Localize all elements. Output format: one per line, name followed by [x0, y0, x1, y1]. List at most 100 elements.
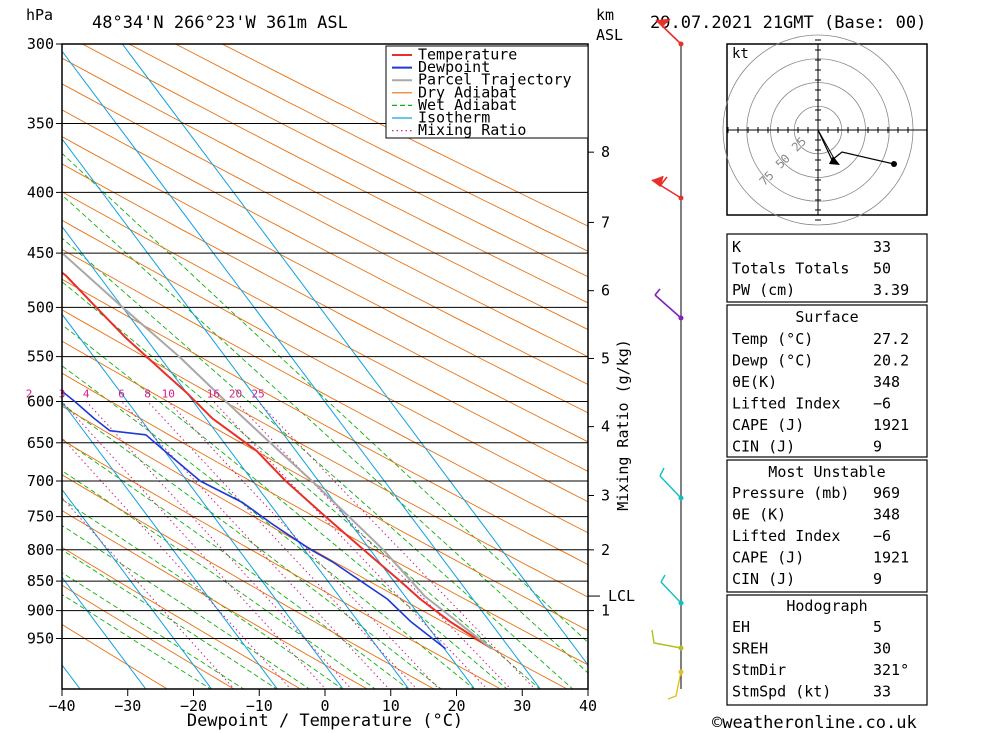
legend-label: Wet Adiabat — [418, 96, 517, 114]
table-row-label: CAPE (J) — [732, 549, 804, 567]
table-row-label: K — [732, 238, 741, 256]
table-row-label: Dewp (°C) — [732, 352, 813, 370]
legend-label: Isotherm — [418, 109, 490, 127]
temperature-tick-label: −40 — [48, 697, 75, 715]
wet-adiabat-line — [62, 237, 574, 689]
table-row-value: 321° — [873, 661, 909, 679]
plot-frame — [61, 43, 589, 690]
table-row-label: θE(K) — [732, 373, 777, 391]
table-row-label: θE (K) — [732, 506, 786, 524]
dry-adiabat-line — [62, 340, 588, 632]
credit-text: ©weatheronline.co.uk — [712, 713, 917, 733]
wet-adiabat-line — [62, 525, 311, 689]
x-axis-label: Dewpoint / Temperature (°C) — [187, 711, 463, 731]
mixing-ratio-lines — [62, 401, 536, 689]
wind-barb-400 — [651, 175, 684, 201]
mixing-ratio-line — [257, 401, 536, 689]
table-row-value: 9 — [873, 570, 882, 588]
table-title: Hodograph — [786, 597, 867, 615]
legend-label: Mixing Ratio — [418, 121, 526, 139]
wet-adiabats — [62, 152, 588, 689]
mixing-ratio-label: 25 — [251, 388, 264, 401]
temperature-tick-label: 30 — [513, 697, 531, 715]
pressure-tick-label: 450 — [27, 244, 54, 262]
hodograph-unit: kt — [732, 46, 749, 62]
wet-adiabat-line — [62, 365, 475, 689]
wind-barb-850 — [660, 574, 684, 606]
dry-adiabat-line — [62, 248, 588, 534]
table-row-label: EH — [732, 618, 750, 636]
temperature-tick-label: 10 — [382, 697, 400, 715]
dry-adiabat-line — [62, 309, 588, 598]
wet-adiabat-line — [62, 572, 245, 689]
mixing-ratio-label: 6 — [118, 388, 125, 401]
height-tick-label: 3 — [601, 487, 610, 505]
isotherms — [62, 44, 588, 689]
wind-barb-column — [651, 18, 684, 700]
table-row-value: −6 — [873, 527, 891, 545]
dry-adiabat-line — [62, 509, 369, 689]
temperature-tick-label: 20 — [447, 697, 465, 715]
pressure-tick-label: 600 — [27, 393, 54, 411]
table-row-label: CIN (J) — [732, 570, 795, 588]
legend-label: Parcel Trajectory — [418, 71, 572, 89]
mixing-ratio-line — [167, 401, 440, 689]
wet-adiabat-line — [62, 194, 588, 674]
pressure-tick-label: 500 — [27, 298, 54, 316]
dry-adiabat-line — [81, 44, 588, 304]
dry-adiabat-line — [62, 219, 588, 503]
table-row-label: Lifted Index — [732, 527, 840, 545]
table-title: Most Unstable — [768, 463, 885, 481]
dewpoint-line — [62, 390, 447, 650]
table-title: Surface — [795, 308, 858, 326]
dry-adiabat-line — [128, 44, 588, 278]
table-row-value: 3.39 — [873, 281, 909, 299]
table-row-value: 50 — [873, 260, 891, 278]
dry-adiabat-line — [62, 109, 588, 385]
dry-adiabat-line — [221, 44, 588, 227]
legend-label: Temperature — [418, 46, 517, 64]
isotherm-line — [62, 488, 213, 689]
dry-adiabats — [62, 44, 588, 689]
pressure-tick-label: 950 — [27, 630, 54, 648]
unstable-box — [726, 459, 928, 593]
mixing-ratio-axis-label: Mixing Ratio (g/kg) — [614, 339, 632, 511]
lcl-label: LCL — [608, 587, 635, 605]
temperature-tick-label: −30 — [114, 697, 141, 715]
pressure-tick-label: 550 — [27, 348, 54, 366]
wind-barb-surface — [667, 669, 684, 700]
table-row-label: StmSpd (kt) — [732, 683, 831, 701]
height-tick-label: 5 — [601, 349, 610, 367]
height-tick-label: 4 — [601, 418, 610, 436]
table-row-value: 33 — [873, 683, 891, 701]
wind-barb-700 — [659, 467, 684, 501]
table-row-label: Pressure (mb) — [732, 484, 849, 502]
wet-adiabat-line — [62, 152, 588, 644]
isotherm-line — [62, 576, 147, 689]
pressure-tick-label: 350 — [27, 115, 54, 133]
mixing-ratio-label: 8 — [144, 388, 151, 401]
mixing-ratio-label: 16 — [207, 388, 220, 401]
dry-adiabat-line — [62, 439, 502, 689]
table-row-value: 1921 — [873, 549, 909, 567]
mixing-ratio-line — [85, 401, 353, 689]
table-row-label: CAPE (J) — [732, 416, 804, 434]
mixing-ratio-line — [235, 401, 512, 689]
table-row-value: 30 — [873, 640, 891, 658]
storm-motion-arrow — [829, 156, 840, 165]
table-row-label: Totals Totals — [732, 260, 849, 278]
stability-tables: K 33 Totals Totals 50 PW (cm) 3.39 Surface Temp… — [726, 233, 928, 706]
pressure-tick-label: 900 — [27, 602, 54, 620]
mixing-ratio-label: 20 — [229, 388, 242, 401]
pressure-tick-label: 700 — [27, 472, 54, 490]
table-row-value: 33 — [873, 238, 891, 256]
location-title: 48°34'N 266°23'W 361m ASL — [92, 13, 348, 33]
isotherm-line — [62, 138, 476, 689]
temperature-tick-label: 40 — [579, 697, 597, 715]
datetime-title: 29.07.2021 21GMT (Base: 00) — [650, 13, 926, 33]
table-row-value: 20.2 — [873, 352, 909, 370]
dry-adiabat-line — [62, 405, 569, 689]
height-tick-label: 2 — [601, 541, 610, 559]
table-row-label: StmDir — [732, 661, 786, 679]
